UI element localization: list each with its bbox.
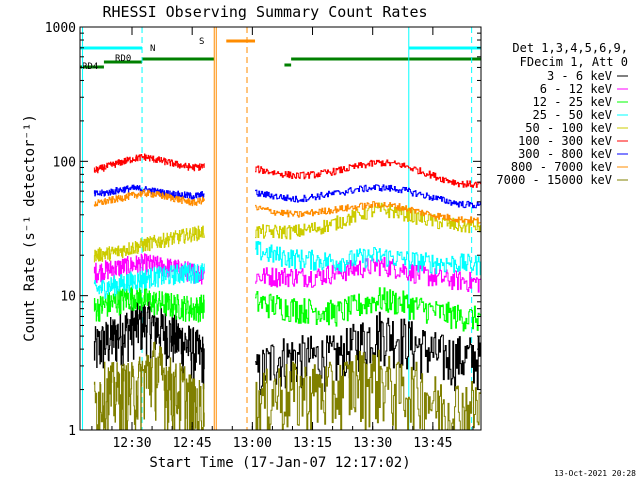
series-line-before-gap (93, 341, 205, 431)
series-line-after-gap (255, 256, 482, 293)
series-line-after-gap (255, 311, 482, 396)
plot-area: RD4 RD0 N S (79, 26, 482, 431)
x-tick-label: 12:30 (112, 436, 151, 451)
series-line-after-gap (255, 159, 482, 188)
series-2 (93, 284, 482, 332)
series-line-after-gap (255, 349, 482, 431)
flag-label-s: S (199, 37, 204, 47)
y-tick-label: 100 (53, 155, 76, 170)
series-line-after-gap (255, 241, 482, 276)
x-tick-label: 13:45 (413, 436, 452, 451)
series-line-before-gap (93, 225, 205, 263)
series-line-before-gap (93, 300, 205, 390)
legend-label: 100 - 300 keV (518, 134, 612, 148)
legend-label: 50 - 100 keV (525, 121, 612, 135)
x-axis-label: Start Time (17-Jan-07 12:17:02) (149, 455, 410, 471)
chart-title: RHESSI Observing Summary Count Rates (102, 3, 427, 21)
series-line-before-gap (93, 262, 205, 299)
legend-label: 800 - 7000 keV (511, 160, 612, 174)
series-line-after-gap (255, 201, 482, 224)
series-0 (93, 300, 482, 396)
legend-label: 12 - 25 keV (533, 95, 612, 109)
y-tick-label: 1 (68, 424, 76, 439)
series-7 (93, 189, 482, 224)
legend-label: 6 - 12 keV (540, 82, 612, 96)
series-line-before-gap (93, 189, 205, 207)
x-tick-label: 12:45 (173, 436, 212, 451)
legend-label: 300 - 800 keV (518, 147, 612, 161)
series-line-after-gap (255, 287, 482, 332)
series-5 (93, 153, 482, 188)
series-layer (93, 153, 482, 431)
legend-header-line-1: Det 1,3,4,5,6,9, (512, 41, 628, 55)
legend-label: 3 - 6 keV (547, 69, 612, 83)
y-axis: 1 10 100 1000 (45, 21, 481, 439)
legend-label: 7000 - 15000 keV (496, 173, 612, 187)
flag-layer: RD4 RD0 N S (80, 37, 481, 72)
series-8 (93, 341, 482, 431)
legend: Det 1,3,4,5,6,9, FDecim 1, Att 0 3 - 6 k… (496, 41, 628, 187)
flag-label-n: N (150, 44, 155, 54)
flag-label-rd0: RD0 (115, 54, 131, 64)
series-3 (93, 241, 482, 299)
x-tick-label: 13:15 (293, 436, 332, 451)
series-line-after-gap (255, 184, 482, 209)
legend-label: 25 - 50 keV (533, 108, 612, 122)
y-tick-label: 10 (60, 290, 76, 305)
y-tick-label: 1000 (45, 21, 76, 36)
x-tick-label: 13:00 (233, 436, 272, 451)
timestamp: 13-Oct-2021 20:28 (554, 469, 636, 478)
x-tick-label: 13:30 (353, 436, 392, 451)
series-4 (93, 202, 482, 263)
series-line-before-gap (93, 153, 205, 174)
x-axis: 12:30 12:45 13:00 13:15 13:30 13:45 (91, 27, 474, 451)
legend-header-line-2: FDecim 1, Att 0 (520, 55, 628, 69)
flag-label-rd4: RD4 (82, 62, 98, 72)
y-axis-label: Count Rate (s⁻¹ detector⁻¹) (22, 114, 38, 342)
plot-frame (79, 26, 482, 431)
series-line-after-gap (255, 202, 482, 240)
series-line-before-gap (93, 284, 205, 323)
